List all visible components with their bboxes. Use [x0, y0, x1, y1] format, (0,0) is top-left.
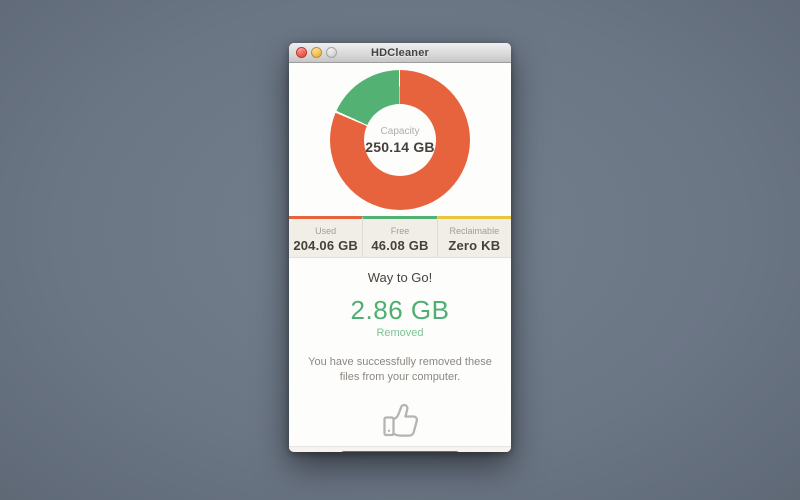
zoom-button-disabled	[326, 47, 337, 58]
stat-reclaimable: Reclaimable Zero KB	[436, 216, 511, 257]
close-button[interactable]	[296, 47, 307, 58]
minimize-button[interactable]	[311, 47, 322, 58]
result-heading: Way to Go!	[367, 270, 433, 285]
success-message-line2: files from your computer.	[339, 371, 461, 383]
stat-free: Free 46.08 GB	[362, 216, 437, 257]
capacity-chart-section: Capacity 250.14 GB	[289, 63, 511, 216]
stat-used: Used 204.06 GB	[289, 216, 363, 257]
stat-used-label: Used	[315, 225, 337, 236]
removed-caption: Removed	[376, 327, 424, 339]
disk-stats-row: Used 204.06 GB Free 46.08 GB Reclaimable…	[289, 216, 511, 258]
rate-this-app-button[interactable]: ★ Rate this App	[339, 450, 461, 452]
stat-reclaimable-value: Zero KB	[448, 237, 501, 253]
stat-free-value: 46.08 GB	[371, 237, 429, 253]
success-message-line1: You have successfully removed these	[308, 356, 492, 368]
stat-used-value: 204.06 GB	[293, 237, 358, 253]
capacity-label: Capacity	[380, 125, 420, 137]
capacity-donut-chart: Capacity 250.14 GB	[330, 70, 470, 210]
footer-bar: ★ Rate this App	[289, 446, 511, 452]
capacity-value: 250.14 GB	[365, 138, 435, 155]
donut-center: Capacity 250.14 GB	[364, 104, 436, 176]
traffic-lights	[296, 43, 337, 62]
stat-reclaimable-label: Reclaimable	[449, 225, 500, 236]
window-title: HDCleaner	[370, 46, 430, 59]
hdcleaner-window: HDCleaner Capacity 250.14 GB Used 204.06…	[289, 43, 511, 452]
stat-free-label: Free	[390, 225, 410, 236]
title-bar[interactable]: HDCleaner	[289, 43, 511, 63]
success-message: You have successfully removed these file…	[308, 355, 492, 385]
removed-amount: 2.86 GB	[350, 295, 450, 325]
thumbs-up-icon	[378, 397, 422, 446]
result-section: Way to Go! 2.86 GB Removed You have succ…	[289, 258, 511, 446]
